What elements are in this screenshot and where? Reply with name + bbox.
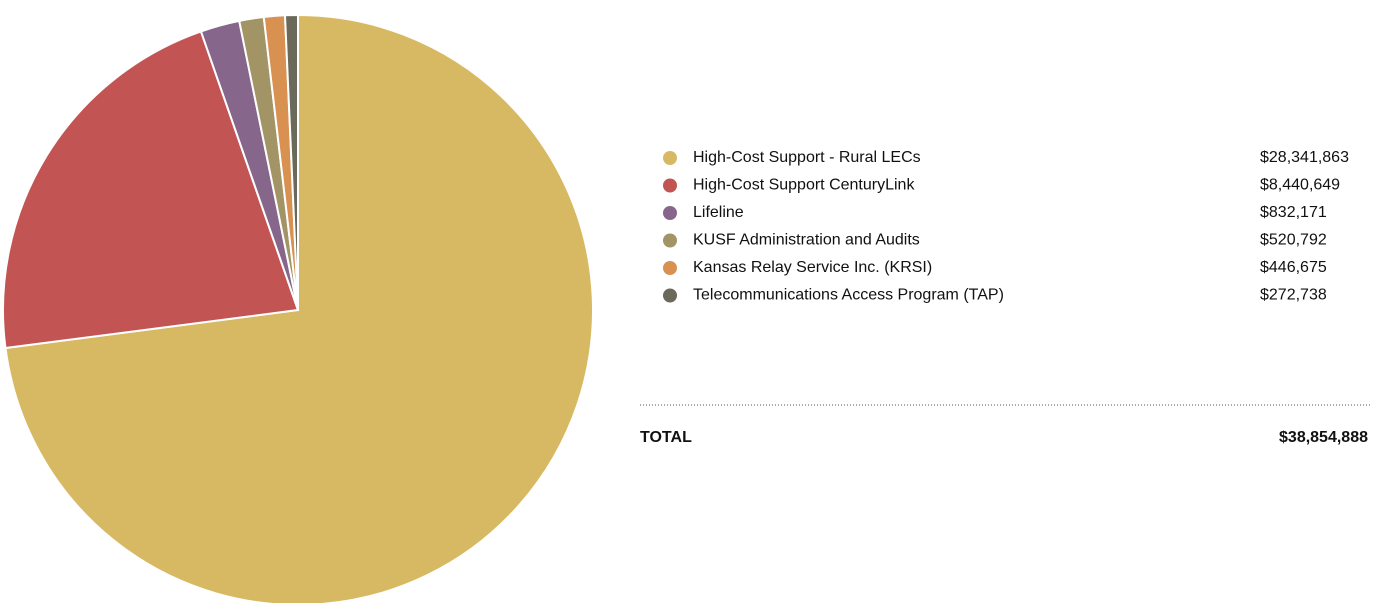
- value-label: $272,738: [1260, 287, 1327, 304]
- pie-slice: [4, 13, 594, 603]
- pie-slice: [2, 30, 300, 350]
- legend-label: Kansas Relay Service Inc. (KRSI): [693, 259, 932, 276]
- legend-swatch: [663, 178, 677, 193]
- legend-label: Lifeline: [693, 204, 744, 221]
- value-label: $28,341,863: [1260, 149, 1349, 166]
- value-label: $8,440,649: [1260, 177, 1340, 194]
- pie-slice: [283, 13, 299, 311]
- legend-label: High-Cost Support CenturyLink: [693, 177, 915, 194]
- total-value: $38,854,888: [1279, 429, 1368, 446]
- legend-swatch: [663, 233, 677, 248]
- legend-label: Telecommunications Access Program (TAP): [693, 287, 1004, 304]
- legend-swatch: [663, 151, 677, 165]
- total-label: TOTAL: [640, 429, 692, 446]
- value-label: $520,792: [1260, 232, 1327, 249]
- legend-label: KUSF Administration and Audits: [693, 232, 920, 249]
- legend-swatch: [663, 261, 677, 275]
- value-label: $446,675: [1260, 259, 1327, 276]
- legend-swatch: [663, 288, 677, 303]
- value-label: $832,171: [1260, 204, 1327, 221]
- legend-swatch: [663, 206, 677, 220]
- legend-label: High-Cost Support - Rural LECs: [693, 149, 921, 166]
